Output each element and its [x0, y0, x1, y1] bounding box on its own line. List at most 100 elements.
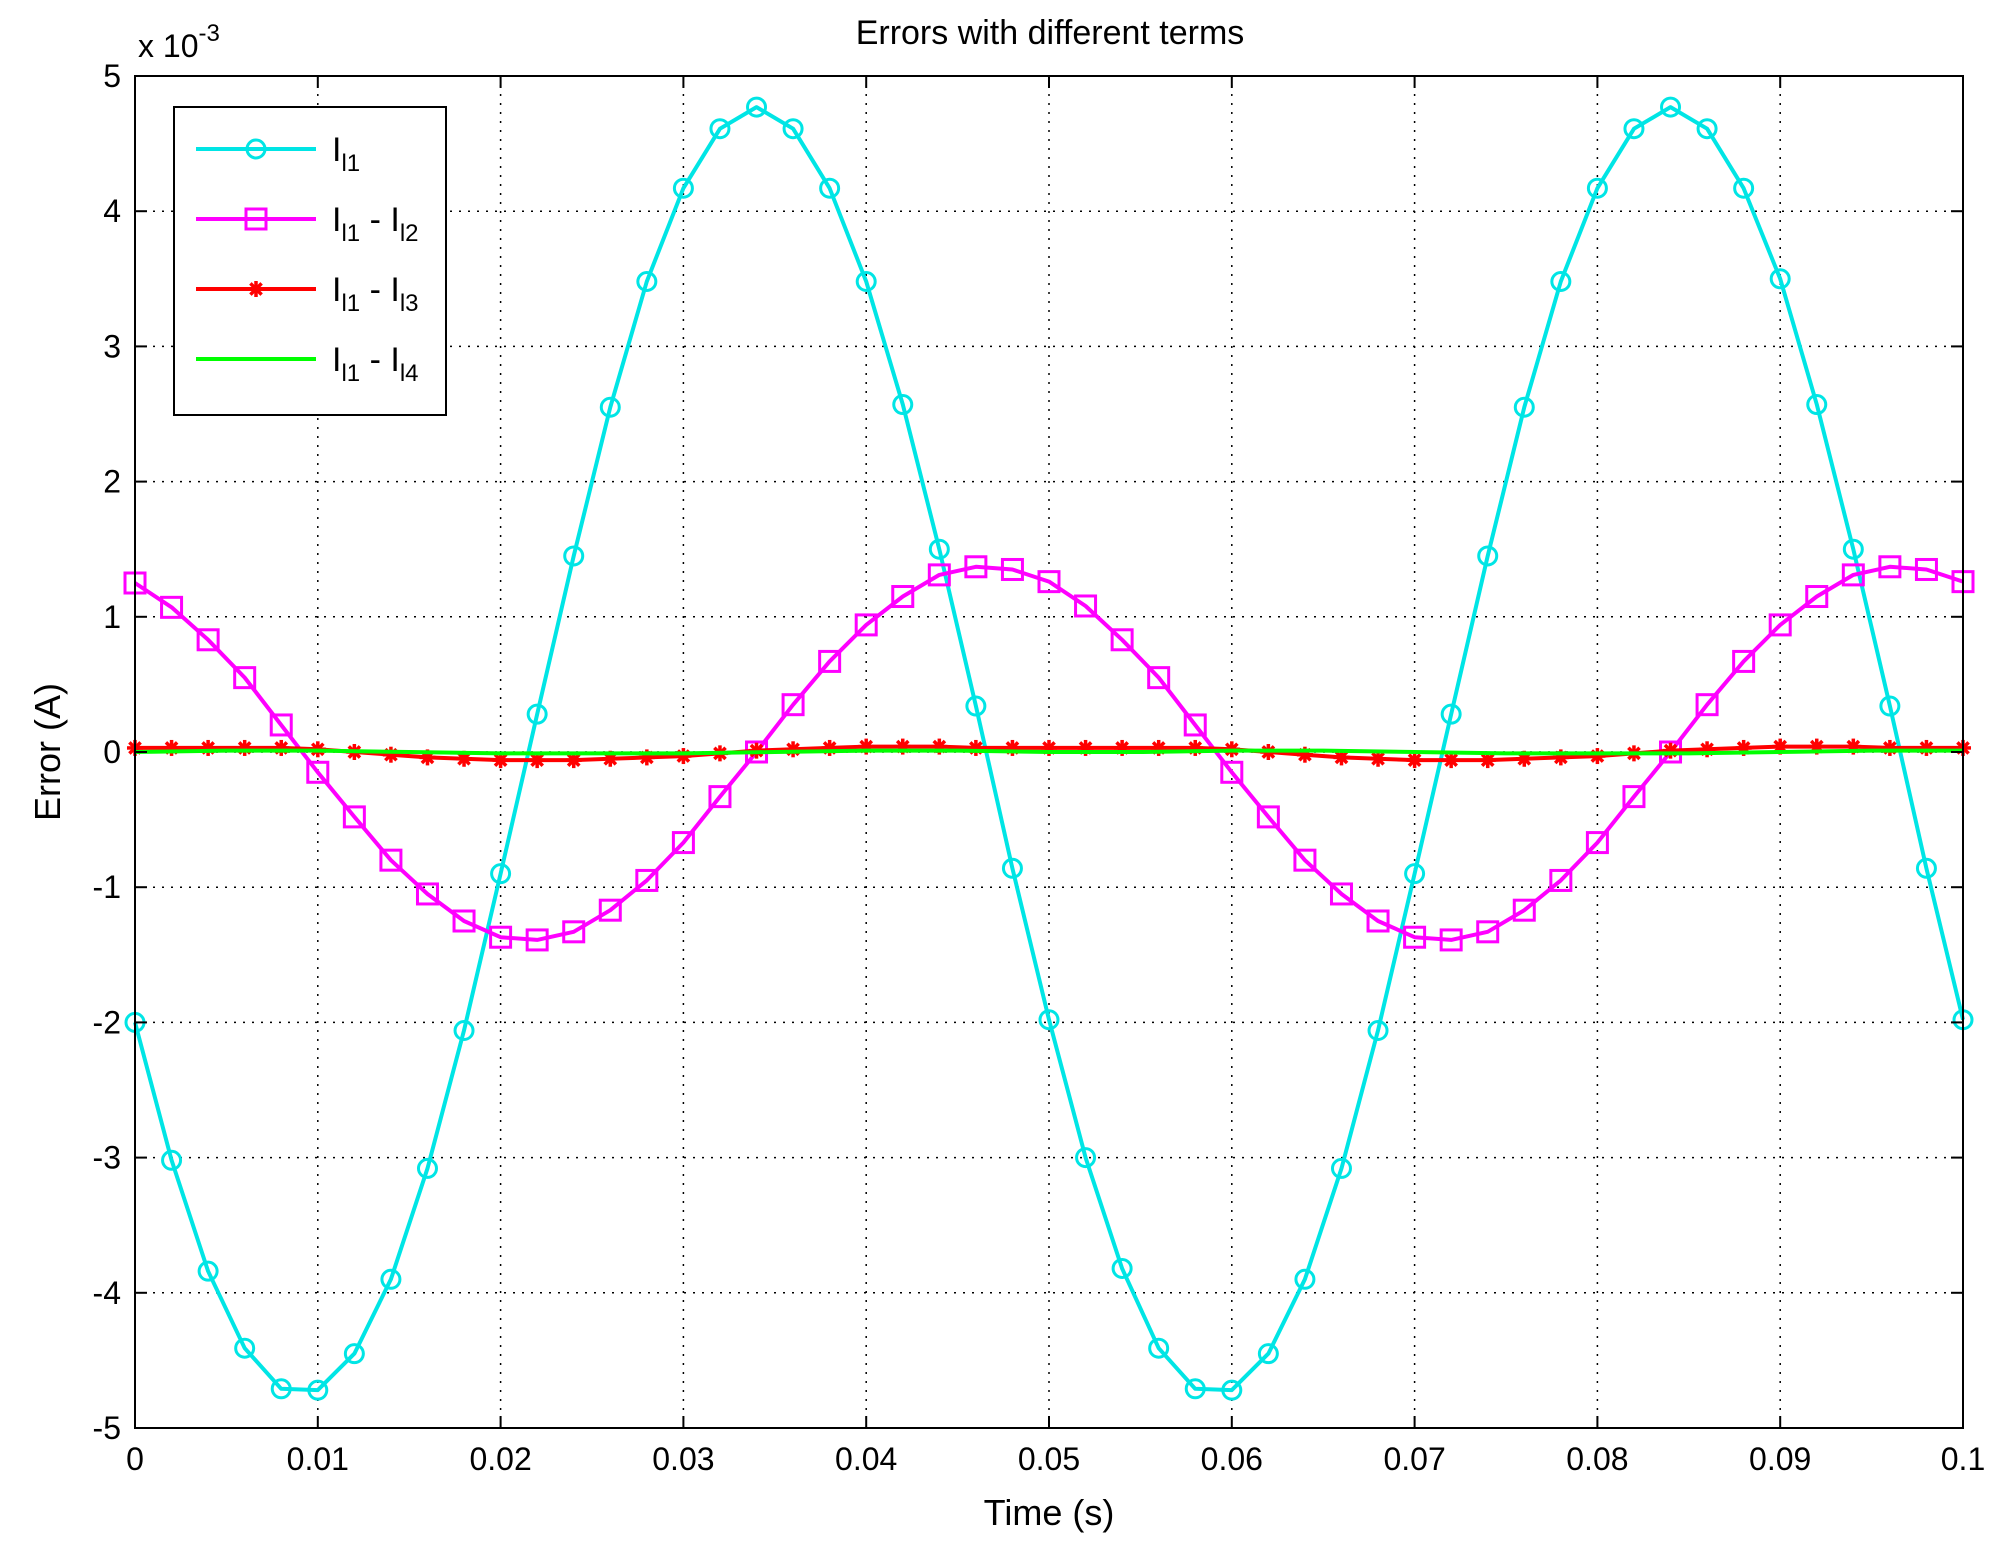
data-point — [342, 805, 366, 829]
y-tick-label: -2 — [93, 1004, 121, 1040]
x-tick-label: 0.04 — [835, 1441, 897, 1477]
legend-label: Il1 - Il3 — [332, 271, 419, 317]
data-point — [1695, 693, 1719, 717]
data-point — [270, 1378, 292, 1400]
legend-marker — [245, 138, 267, 160]
data-point — [492, 752, 509, 769]
data-point — [1662, 742, 1679, 759]
data-point — [1550, 271, 1572, 293]
data-point — [1366, 909, 1390, 933]
data-point — [1329, 882, 1353, 906]
data-point — [416, 1157, 438, 1179]
data-point — [269, 713, 293, 737]
legend-marker — [248, 281, 264, 297]
data-point — [343, 1343, 365, 1365]
data-point — [1110, 628, 1134, 652]
data-point — [379, 848, 403, 872]
series-1 — [124, 96, 1974, 1401]
legend-label: Il1 - Il2 — [332, 201, 419, 247]
y-tick-label: 1 — [103, 599, 121, 635]
data-point — [1147, 666, 1171, 690]
data-point — [1585, 831, 1609, 855]
data-point — [1367, 1020, 1389, 1042]
data-point — [635, 868, 659, 892]
data-point — [562, 920, 586, 944]
data-point — [1111, 1257, 1133, 1279]
data-point — [1293, 848, 1317, 872]
x-tick-label: 0.1 — [1941, 1441, 1985, 1477]
data-point — [746, 96, 768, 118]
y-tick-label: -1 — [93, 869, 121, 905]
data-point — [529, 752, 546, 769]
data-point — [1037, 570, 1061, 594]
data-point — [1294, 1268, 1316, 1290]
data-point — [160, 595, 184, 619]
data-point — [525, 928, 549, 952]
data-point — [1257, 1343, 1279, 1365]
data-point — [1330, 1157, 1352, 1179]
data-point — [1038, 1009, 1060, 1031]
data-point — [965, 695, 987, 717]
series-layer — [123, 96, 1975, 1401]
series-line — [133, 105, 1965, 1393]
y-multiplier-base: x 10 — [138, 28, 198, 64]
y-tick-label: 0 — [103, 734, 121, 770]
data-point — [234, 1337, 256, 1359]
data-point — [1074, 594, 1098, 618]
data-point — [1256, 805, 1280, 829]
data-point — [1623, 118, 1645, 140]
data-point — [489, 925, 513, 949]
y-tick-label: 2 — [103, 464, 121, 500]
data-point — [927, 563, 951, 587]
x-axis-label: Time (s) — [984, 1492, 1115, 1533]
data-point — [892, 394, 914, 416]
data-point — [709, 118, 731, 140]
data-point — [1806, 394, 1828, 416]
axis-ticks: 0 0.01 0.02 0.03 0.04 0.05 0.06 0.07 0.08 0.09 0.1… — [93, 58, 1986, 1477]
data-point — [1841, 563, 1865, 587]
data-point — [1805, 585, 1829, 609]
series-line — [134, 748, 1963, 756]
data-point — [598, 898, 622, 922]
data-point — [526, 703, 548, 725]
data-point — [1622, 785, 1646, 809]
y-multiplier-label: x 10-3 — [138, 20, 220, 64]
y-tick-label: -3 — [93, 1140, 121, 1176]
data-point — [1589, 748, 1606, 765]
data-point — [964, 555, 988, 579]
y-tick-label: -5 — [93, 1410, 121, 1446]
data-point — [1476, 920, 1500, 944]
data-point — [1660, 96, 1682, 118]
legend-entry: Il1 - Il2 — [196, 201, 419, 247]
data-point — [1221, 1379, 1243, 1401]
data-point — [1477, 545, 1499, 567]
data-point — [1443, 752, 1460, 769]
y-tick-label: 5 — [103, 58, 121, 94]
data-point — [1148, 1337, 1170, 1359]
data-point — [1004, 739, 1021, 756]
data-point — [415, 882, 439, 906]
data-point — [490, 863, 512, 885]
x-tick-label: 0.09 — [1749, 1441, 1811, 1477]
chart-title: Errors with different terms — [856, 14, 1245, 52]
data-point — [1881, 739, 1898, 756]
legend-entry: Il1 - Il4 — [196, 341, 419, 387]
data-point — [1333, 749, 1350, 766]
legend-box — [173, 106, 447, 416]
x-tick-label: 0.08 — [1566, 1441, 1628, 1477]
data-point — [1918, 739, 1935, 756]
data-point — [306, 760, 330, 784]
data-point — [1586, 177, 1608, 199]
data-point — [1915, 857, 1937, 879]
data-point — [1512, 898, 1536, 922]
legend-entry: Il1 — [196, 131, 360, 177]
data-point — [671, 831, 695, 855]
data-point — [854, 613, 878, 637]
data-point — [1220, 760, 1244, 784]
data-point — [636, 271, 658, 293]
data-point — [1768, 613, 1792, 637]
data-point — [1513, 396, 1535, 418]
data-point — [675, 748, 692, 765]
data-point — [1440, 703, 1462, 725]
